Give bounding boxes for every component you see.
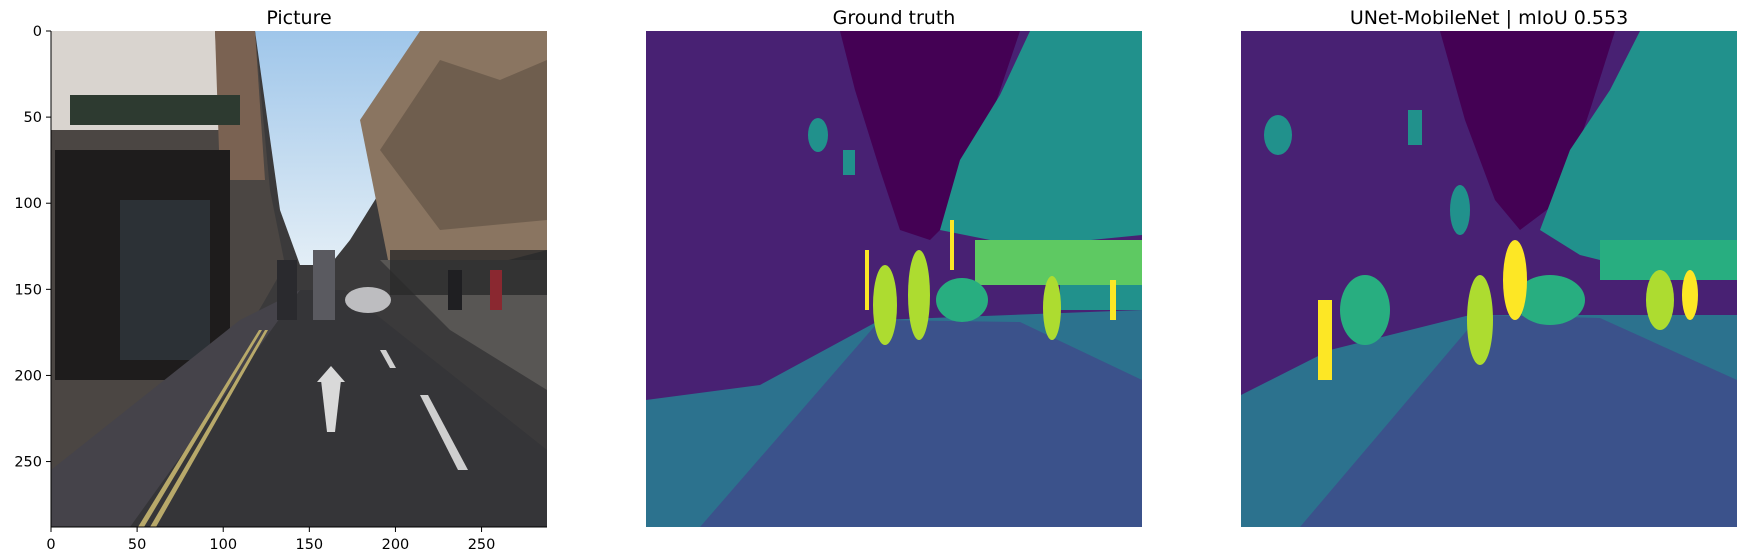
picture-title: Picture	[266, 7, 331, 29]
x-tick-label: 250	[468, 537, 496, 553]
y-tick-label: 250	[14, 455, 42, 471]
ground-truth-mask	[646, 31, 1142, 527]
x-tick-label: 150	[295, 537, 323, 553]
x-tick-label: 50	[128, 537, 146, 553]
prediction-title: UNet-MobileNet | mIoU 0.553	[1350, 7, 1628, 29]
x-axis: 0 50 100 150 200 250	[46, 526, 547, 553]
ground-truth-panel: Ground truth	[646, 7, 1142, 527]
y-axis: 0 50 100 150 200 250	[14, 24, 52, 527]
picture-panel: Picture	[14, 7, 547, 553]
y-tick-label: 200	[14, 368, 42, 384]
x-tick-label: 0	[46, 537, 55, 553]
y-tick-label: 50	[24, 110, 42, 126]
prediction-mask	[1241, 31, 1737, 527]
x-tick-label: 200	[382, 537, 410, 553]
y-tick-label: 150	[14, 282, 42, 298]
x-tick-label: 100	[209, 537, 237, 553]
ground-truth-title: Ground truth	[833, 7, 956, 29]
prediction-panel: UNet-MobileNet | mIoU 0.553	[1241, 7, 1737, 527]
street-photo	[51, 31, 547, 527]
y-tick-label: 100	[14, 196, 42, 212]
y-tick-label: 0	[33, 24, 42, 40]
